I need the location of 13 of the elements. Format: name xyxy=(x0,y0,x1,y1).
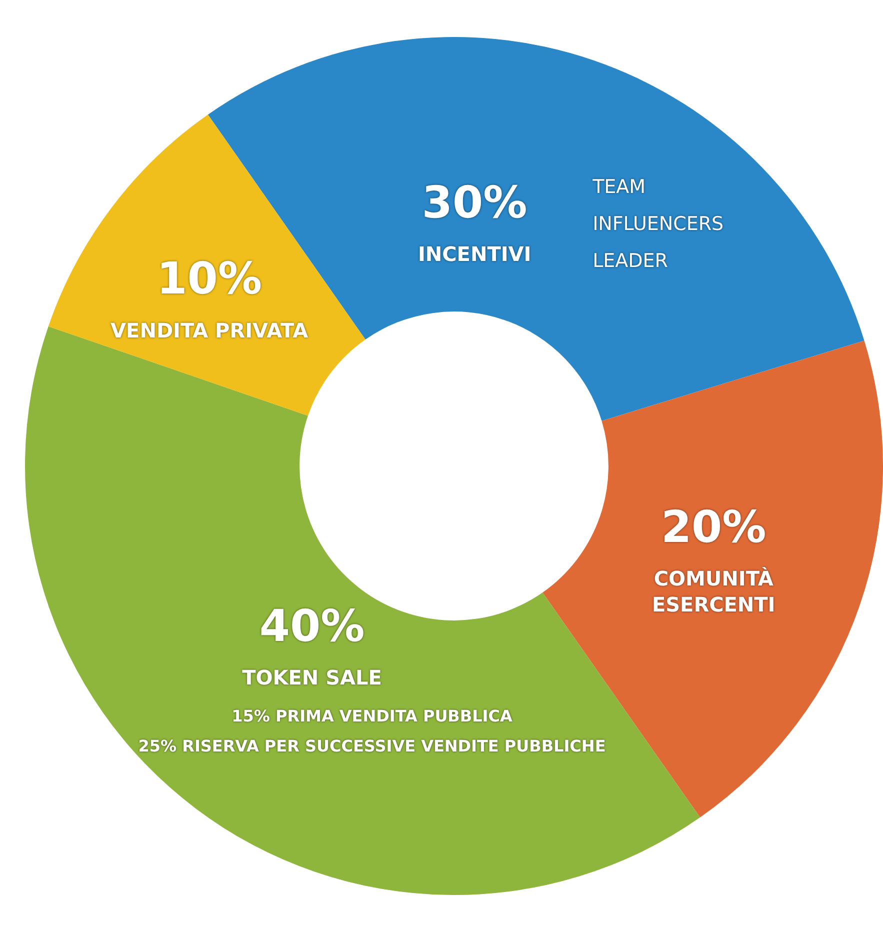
data-label: 10% xyxy=(156,254,262,305)
slice-label: COMUNITÀ ESERCENTI xyxy=(652,566,776,617)
slice-label: INCENTIVI xyxy=(418,242,532,266)
text: 15% PRIMA VENDITA PUBBLICA xyxy=(232,706,513,726)
data-label: 40% xyxy=(259,600,365,652)
slice-label: VENDITA PRIVATA xyxy=(110,318,309,342)
slice-label: TOKEN SALE xyxy=(242,666,382,690)
text: LEADER xyxy=(592,250,668,272)
data-label: 30% xyxy=(422,177,528,228)
text: TEAM xyxy=(592,176,646,198)
text: INFLUENCERS xyxy=(592,212,724,235)
text: 25% RISERVA PER SUCCESSIVE VENDITE PUBBLICHE xyxy=(138,736,606,756)
data-label: 20% xyxy=(660,502,766,553)
